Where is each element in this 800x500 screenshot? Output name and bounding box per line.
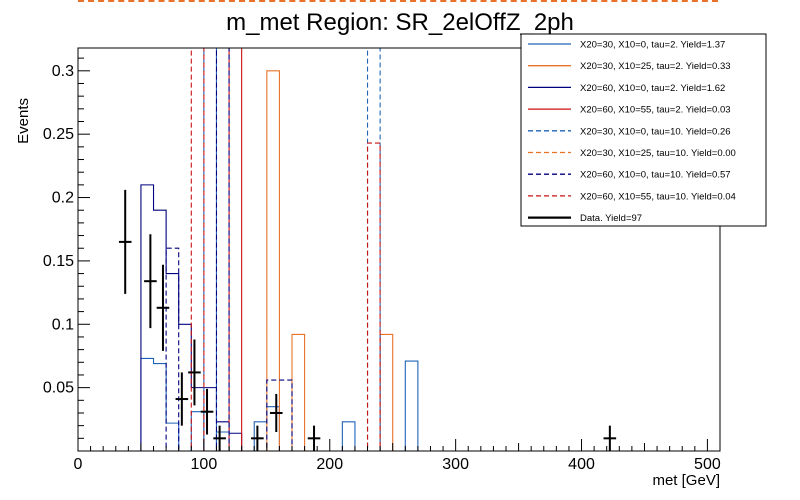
legend-label-8: X20=60, X10=55, tau=10. Yield=0.04 <box>580 191 736 202</box>
legend-label-4: X20=60, X10=55, tau=2. Yield=0.03 <box>580 105 731 116</box>
y-axis: 0.05 0.1 0.15 0.2 0.25 0.3 <box>43 57 90 439</box>
plot-area <box>118 48 617 451</box>
series-layer <box>128 48 431 451</box>
series-line-8 <box>178 48 393 451</box>
y-axis-title: Events <box>15 98 32 144</box>
legend: X20=30, X10=0, tau=2. Yield=1.37 X20=30, … <box>520 33 767 227</box>
x-tick-label: 300 <box>442 456 469 473</box>
x-tick-label: 0 <box>74 456 83 473</box>
series-line-7 <box>153 48 305 451</box>
data-points <box>118 189 617 451</box>
y-tick-label: 0.3 <box>52 63 74 80</box>
y-tick-label: 0.1 <box>52 316 74 333</box>
legend-label-9: Data. Yield=97 <box>580 213 642 224</box>
x-tick-label: 200 <box>316 456 343 473</box>
plot-frame <box>77 47 721 452</box>
chart-title: m_met Region: SR_2elOffZ_2ph <box>226 9 574 36</box>
series-line-1 <box>128 357 431 451</box>
y-tick-label: 0.2 <box>52 190 74 207</box>
x-tick-label: 400 <box>568 456 595 473</box>
x-axis-title: met [GeV] <box>652 472 720 489</box>
legend-label-2: X20=30, X10=25, tau=2. Yield=0.33 <box>580 61 731 72</box>
series-line-4 <box>216 48 255 451</box>
legend-label-5: X20=30, X10=0, tau=10. Yield=0.26 <box>580 126 731 137</box>
legend-label-7: X20=60, X10=0, tau=10. Yield=0.57 <box>580 170 731 181</box>
legend-label-1: X20=30, X10=0, tau=2. Yield=1.37 <box>580 40 725 51</box>
y-tick-label: 0.25 <box>43 126 74 143</box>
top-border-line <box>78 0 718 2</box>
x-tick-label: 500 <box>694 456 721 473</box>
x-tick-label: 100 <box>191 456 218 473</box>
legend-label-6: X20=30, X10=25, tau=10. Yield=0.00 <box>580 148 736 159</box>
y-tick-label: 0.15 <box>43 253 74 270</box>
legend-label-3: X20=60, X10=0, tau=2. Yield=1.62 <box>580 83 725 94</box>
y-tick-label: 0.05 <box>43 380 74 397</box>
x-axis: 0 100 200 300 400 500 <box>74 439 721 473</box>
